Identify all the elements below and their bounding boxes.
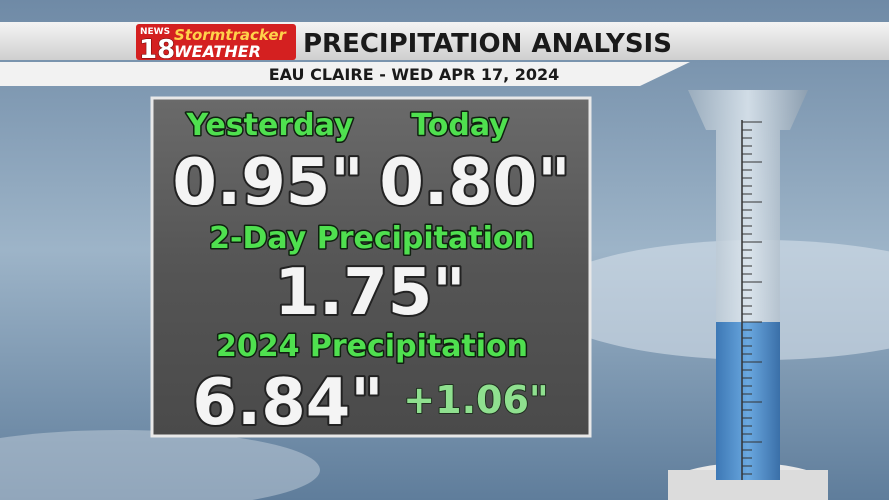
today-value: 0.80" bbox=[379, 146, 570, 220]
title: PRECIPITATION ANALYSIS bbox=[303, 29, 672, 59]
today-label: Today bbox=[411, 108, 509, 143]
subtitle-bar bbox=[0, 62, 690, 86]
logo-weather: WEATHER bbox=[174, 42, 261, 61]
cloud bbox=[0, 430, 320, 504]
yesterday-label: Yesterday bbox=[185, 108, 353, 143]
cloud bbox=[540, 240, 889, 360]
subtitle: EAU CLAIRE - WED APR 17, 2024 bbox=[269, 65, 560, 84]
logo bbox=[136, 24, 296, 60]
departure-value: +1.06" bbox=[403, 378, 548, 422]
logo-number: 18 bbox=[139, 35, 175, 65]
two-day-label: 2-Day Precipitation bbox=[209, 221, 535, 256]
logo-brand: Stormtracker bbox=[174, 26, 288, 44]
logo-news: NEWS bbox=[140, 27, 170, 37]
gauge-water bbox=[716, 322, 780, 480]
two-day-value: 1.75" bbox=[274, 256, 465, 330]
year-label: 2024 Precipitation bbox=[216, 329, 528, 364]
yesterday-value: 0.95" bbox=[172, 146, 363, 220]
year-value: 6.84" bbox=[192, 366, 383, 440]
panel bbox=[150, 96, 592, 438]
rain-gauge bbox=[668, 90, 828, 504]
